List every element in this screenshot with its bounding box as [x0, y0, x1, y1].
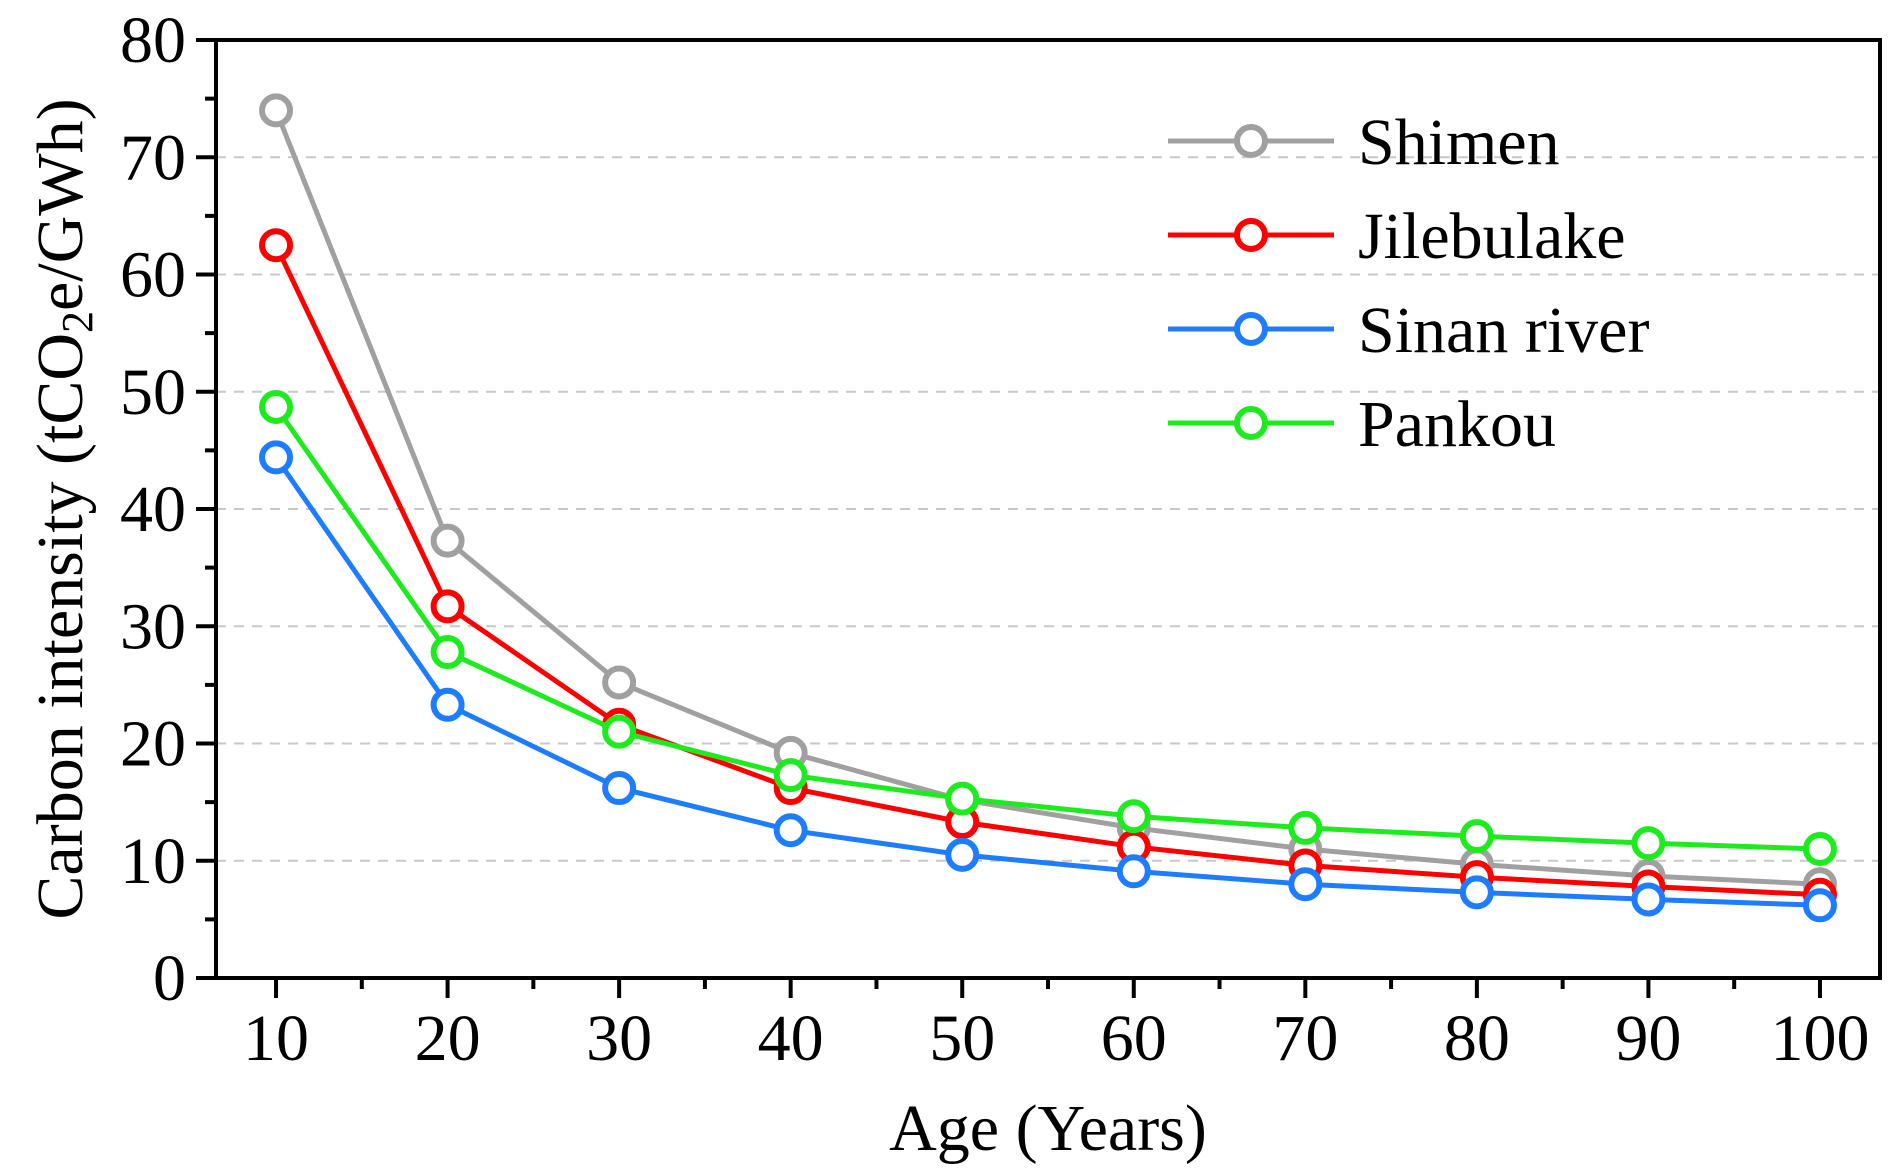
data-point-sinan-river — [602, 771, 637, 806]
legend-marker — [1234, 124, 1268, 158]
legend-item-pankou: Pankou — [1168, 388, 1556, 461]
y-tick-label: 0 — [153, 942, 186, 1015]
x-tick-label: 90 — [1615, 1002, 1681, 1075]
data-point-shimen — [430, 523, 465, 558]
x-tick-label: 50 — [929, 1002, 995, 1075]
data-point-pankou — [1459, 819, 1494, 854]
legend-marker — [1234, 406, 1268, 440]
x-tick-label: 10 — [243, 1002, 309, 1075]
data-point-sinan-river — [773, 813, 808, 848]
legend-item-sinan-river: Sinan river — [1168, 294, 1649, 367]
legend: Shimen Jilebulake Sinan river Pankou — [1168, 106, 1649, 461]
data-point-sinan-river — [1459, 875, 1494, 910]
data-point-shimen — [259, 93, 294, 128]
data-point-sinan-river — [259, 440, 294, 475]
series-pankou — [259, 389, 1837, 867]
y-tick-label: 20 — [120, 708, 186, 781]
series-sinan-river — [259, 440, 1837, 923]
data-point-pankou — [1288, 810, 1323, 845]
series-layer — [259, 93, 1837, 923]
data-point-sinan-river — [1288, 867, 1323, 902]
axis-ticks — [196, 38, 1822, 998]
data-point-pankou — [259, 389, 294, 424]
legend-item-jilebulake: Jilebulake — [1168, 200, 1626, 273]
grid-lines — [216, 156, 1880, 862]
x-tick-label: 20 — [415, 1002, 481, 1075]
y-axis-title-subscript: 2 — [53, 311, 102, 333]
x-axis-title: Age (Years) — [889, 1092, 1207, 1165]
data-point-pankou — [430, 635, 465, 670]
y-axis-title: Carbon intensity (tCO2e/GWh) — [24, 98, 102, 919]
data-point-sinan-river — [1116, 854, 1151, 889]
data-point-sinan-river — [1631, 882, 1666, 917]
data-point-sinan-river — [430, 687, 465, 722]
y-tick-labels: 0 10 20 30 40 50 60 70 80 — [120, 4, 186, 1015]
data-point-jilebulake — [259, 228, 294, 263]
x-tick-label: 30 — [586, 1002, 652, 1075]
y-tick-label: 70 — [120, 121, 186, 194]
data-point-pankou — [1116, 799, 1151, 834]
data-point-pankou — [1802, 832, 1837, 867]
series-line-pankou — [273, 405, 1821, 852]
x-tick-labels: 10 20 30 40 50 60 70 80 90 100 — [243, 1002, 1869, 1075]
legend-label: Shimen — [1358, 106, 1560, 179]
data-point-pankou — [1631, 826, 1666, 861]
y-tick-label: 60 — [120, 239, 186, 312]
series-line-jilebulake — [273, 244, 1821, 898]
y-tick-label: 50 — [120, 356, 186, 429]
y-tick-label: 40 — [120, 473, 186, 546]
legend-marker — [1234, 312, 1268, 346]
data-point-pankou — [773, 758, 808, 793]
legend-label: Sinan river — [1358, 294, 1649, 367]
x-tick-label: 40 — [758, 1002, 824, 1075]
x-tick-label: 100 — [1770, 1002, 1869, 1075]
series-line-shimen — [273, 109, 1821, 887]
data-point-pankou — [602, 714, 637, 749]
y-axis-title-suffix: e/GWh) — [24, 98, 97, 311]
data-point-sinan-river — [945, 837, 980, 872]
legend-marker — [1234, 218, 1268, 252]
x-tick-label: 80 — [1444, 1002, 1510, 1075]
x-tick-label: 60 — [1101, 1002, 1167, 1075]
y-tick-label: 80 — [120, 4, 186, 77]
legend-item-shimen: Shimen — [1168, 106, 1560, 179]
data-point-pankou — [945, 781, 980, 816]
y-axis-title-prefix: Carbon intensity (tCO — [24, 333, 97, 920]
data-point-jilebulake — [430, 589, 465, 624]
series-line-sinan-river — [273, 455, 1821, 908]
data-point-shimen — [602, 665, 637, 700]
legend-label: Jilebulake — [1358, 200, 1626, 273]
data-point-sinan-river — [1802, 888, 1837, 923]
x-tick-label: 70 — [1272, 1002, 1338, 1075]
y-tick-label: 30 — [120, 590, 186, 663]
legend-label: Pankou — [1358, 388, 1556, 461]
y-tick-label: 10 — [120, 825, 186, 898]
